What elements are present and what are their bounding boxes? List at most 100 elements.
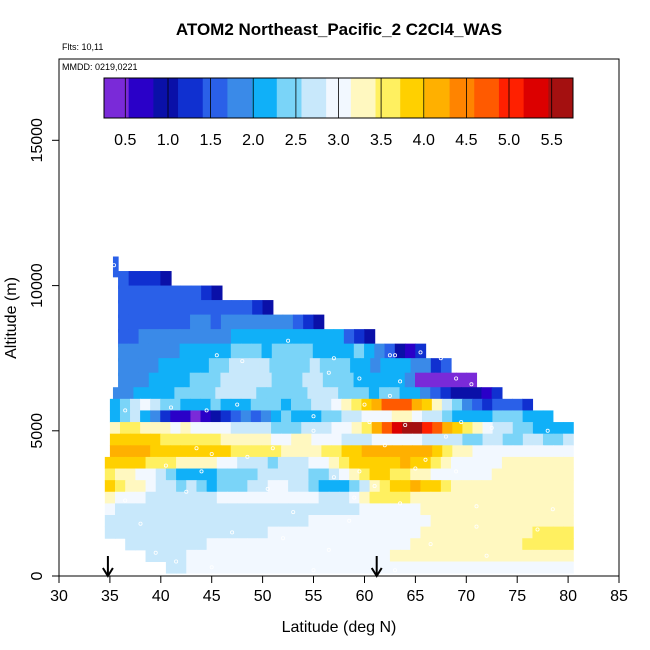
heatmap-cell <box>308 538 320 551</box>
heatmap-cell <box>218 358 230 377</box>
y-axis-label: Altitude (m) <box>3 277 20 359</box>
heatmap-cell <box>125 538 136 551</box>
heatmap-cell <box>410 549 422 562</box>
heatmap-cell <box>281 372 293 388</box>
heatmap-cell <box>208 358 220 377</box>
heatmap-cell <box>359 549 371 562</box>
heatmap-cell <box>492 433 504 446</box>
heatmap-cell <box>179 372 191 388</box>
heatmap-cell <box>400 480 411 493</box>
heatmap-cell <box>125 503 136 516</box>
heatmap-cell <box>176 491 187 504</box>
heatmap-cell <box>257 561 269 574</box>
heatmap-cell <box>119 422 131 435</box>
heatmap-cell <box>374 343 386 362</box>
heatmap-cell <box>267 538 279 551</box>
heatmap-cell <box>155 480 167 493</box>
heatmap-cell <box>415 343 427 362</box>
heatmap-cell <box>430 538 442 551</box>
heatmap-cell <box>482 398 493 411</box>
sample-marker <box>454 376 459 381</box>
heatmap-cell <box>169 329 181 348</box>
heatmap-cell <box>148 314 160 333</box>
colorbar-swatch <box>276 78 302 118</box>
heatmap-cell <box>374 372 385 388</box>
heatmap-cell <box>130 433 141 446</box>
heatmap-cell <box>440 549 452 562</box>
heatmap-cell <box>421 398 433 411</box>
colorbar-swatch <box>400 78 426 118</box>
heatmap-cell <box>128 300 140 318</box>
heatmap-cell <box>400 526 411 539</box>
heatmap-cell <box>190 410 202 423</box>
heatmap-cell <box>140 410 151 423</box>
heatmap-cell <box>210 422 222 435</box>
sample-points <box>112 263 555 573</box>
plot-frame <box>58 58 620 577</box>
heatmap-cell <box>563 445 574 458</box>
heatmap-cell <box>472 410 483 423</box>
heatmap-cell <box>442 422 453 435</box>
heatmap-cell <box>411 398 423 411</box>
heatmap-cell <box>135 480 147 493</box>
heatmap-cell <box>379 515 391 528</box>
heatmap-cell <box>328 549 340 562</box>
heatmap-cell <box>421 410 433 423</box>
heatmap-cell <box>298 468 310 481</box>
heatmap-cell <box>522 445 534 458</box>
heatmap-cell <box>169 285 181 304</box>
heatmap-cell <box>318 468 330 481</box>
heatmap-cell <box>128 285 140 304</box>
sample-marker <box>230 530 235 535</box>
heatmap-cell <box>552 468 564 481</box>
heatmap-cell <box>492 422 504 435</box>
heatmap-cell <box>158 358 170 377</box>
heatmap-cell <box>452 433 463 446</box>
heatmap-cell <box>410 503 422 516</box>
heatmap-cell <box>359 480 371 493</box>
heatmap-cell <box>125 515 136 528</box>
heatmap-cell <box>552 456 564 470</box>
heatmap-cell <box>502 433 514 446</box>
heatmap-cell <box>349 456 360 470</box>
heatmap-cell <box>471 456 483 470</box>
heatmap-cell <box>298 456 310 470</box>
heatmap-cell <box>115 526 126 539</box>
heatmap-cell <box>420 491 432 504</box>
heatmap-cell <box>135 538 147 551</box>
heatmap-cell <box>542 561 554 574</box>
heatmap-cell <box>251 343 263 362</box>
sample-marker <box>454 469 459 474</box>
heatmap-cell <box>360 358 371 377</box>
heatmap-cell <box>361 410 373 423</box>
heatmap-cell <box>220 343 232 362</box>
heatmap-cell <box>369 515 381 528</box>
heatmap-cell <box>563 468 574 481</box>
sample-marker <box>209 451 214 456</box>
heatmap-cell <box>420 358 432 377</box>
heatmap-cell <box>262 300 274 318</box>
heatmap-cell <box>532 480 544 493</box>
sample-marker <box>347 518 352 523</box>
heatmap-cell <box>481 515 493 528</box>
heatmap-cell <box>104 503 116 516</box>
heatmap-cell <box>481 468 493 481</box>
heatmap-cell <box>401 433 413 446</box>
heatmap-cell <box>206 515 218 528</box>
heatmap-cell <box>179 343 191 362</box>
heatmap-cell <box>369 480 381 493</box>
heatmap-cell <box>241 300 253 318</box>
heatmap-cell <box>190 422 202 435</box>
heatmap-cell <box>389 503 401 516</box>
heatmap-cell <box>323 329 335 348</box>
heatmap-cell <box>512 468 523 481</box>
heatmap-cell <box>512 515 523 528</box>
heatmap-cell <box>180 445 192 458</box>
heatmap-cell <box>160 422 171 435</box>
heatmap-cell <box>260 445 272 458</box>
heatmap-cell <box>267 503 279 516</box>
heatmap-cell <box>491 538 503 551</box>
heatmap-cell <box>399 387 411 400</box>
heatmap-cell <box>512 538 523 551</box>
heatmap-cell <box>522 549 534 562</box>
